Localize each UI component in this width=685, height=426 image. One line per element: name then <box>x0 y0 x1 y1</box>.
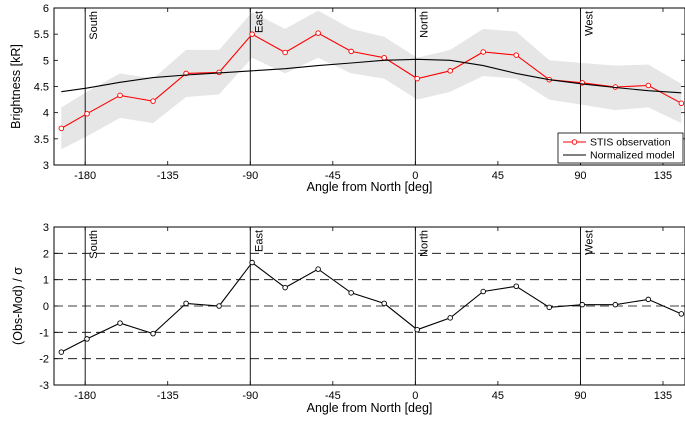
y-tick-label: 2 <box>43 248 49 260</box>
x-tick-label: -45 <box>325 390 341 402</box>
y-tick-label: 6 <box>43 3 49 15</box>
data-point-residual <box>282 284 288 291</box>
y-tick-label: -1 <box>39 327 49 339</box>
plot-area <box>58 8 685 165</box>
data-point-residual <box>513 283 519 290</box>
legend-box <box>557 132 684 164</box>
y-tick-label: 1 <box>43 275 49 287</box>
direction-label-east: East <box>253 230 265 252</box>
data-point-residual <box>117 320 123 326</box>
y-tick-label: 4 <box>43 108 49 120</box>
x-tick-label: -135 <box>157 170 179 182</box>
x-tick-label: 90 <box>574 390 586 402</box>
legend-label: Normalized model <box>590 150 675 162</box>
series-line-residual <box>61 261 682 353</box>
panel-residuals: South East North West -180 -135 -90 -45 0 45 90 135… <box>11 222 685 415</box>
y-tick-label: -3 <box>39 380 49 392</box>
y-tick-label: 5.5 <box>34 29 49 41</box>
data-point-residual <box>381 300 387 307</box>
uncertainty-band <box>61 10 682 150</box>
x-tick-label: -90 <box>242 390 258 402</box>
data-point-residual <box>447 315 453 321</box>
data-point-residual <box>216 303 222 309</box>
x-tick-label: -45 <box>325 170 341 182</box>
x-tick-label: 90 <box>574 170 586 182</box>
series-line-normalized-model <box>61 58 682 94</box>
y-axis-label: (Obs-Mod) / σ <box>11 267 25 345</box>
y-tick-label: 4.5 <box>34 82 49 94</box>
data-point-stis-observation <box>249 31 255 37</box>
direction-label-south: South <box>88 230 100 259</box>
legend-swatch-marker <box>571 139 578 145</box>
x-tick-label: 0 <box>412 170 418 182</box>
data-point-residual <box>315 266 321 272</box>
data-point-stis-observation <box>447 68 453 74</box>
data-point-residual <box>150 330 156 337</box>
x-tick-label: 135 <box>654 390 672 402</box>
x-tick-label: -135 <box>157 390 179 402</box>
data-point-residual <box>183 300 189 307</box>
data-point-stis-observation <box>678 100 685 106</box>
data-point-stis-observation <box>381 54 387 61</box>
direction-label-west: West <box>583 11 595 36</box>
data-point-residual <box>579 301 586 308</box>
data-point-residual <box>58 349 65 355</box>
data-point-residual <box>249 259 255 266</box>
data-point-residual <box>678 311 685 317</box>
data-point-stis-observation <box>480 49 486 55</box>
x-tick-label: 45 <box>492 170 504 182</box>
x-tick-label: 0 <box>412 390 418 402</box>
direction-label-west: West <box>583 230 595 255</box>
data-point-residual <box>348 290 354 296</box>
y-axis-label: Brightness [kR] <box>9 44 23 129</box>
data-point-stis-observation <box>117 92 123 99</box>
data-point-stis-observation <box>414 75 420 82</box>
data-point-stis-observation <box>150 98 156 104</box>
y-tick-label: 3 <box>43 222 49 234</box>
x-tick-label: 135 <box>654 170 672 182</box>
data-point-stis-observation <box>513 52 519 58</box>
x-axis-label: Angle from North [deg] <box>307 401 433 415</box>
data-point-stis-observation <box>84 110 90 117</box>
data-point-residual <box>645 296 652 303</box>
legend-label: STIS observation <box>590 137 671 149</box>
direction-label-north: North <box>418 11 430 38</box>
direction-label-east: East <box>253 11 265 33</box>
data-point-stis-observation <box>282 49 288 56</box>
data-point-stis-observation <box>58 125 65 132</box>
data-point-residual <box>546 304 553 311</box>
direction-label-south: South <box>88 11 100 40</box>
y-tick-label: 5 <box>43 55 49 67</box>
y-tick-label: 3 <box>43 160 49 172</box>
data-point-residual <box>480 288 486 295</box>
series-line-stis-observation <box>61 32 682 129</box>
y-tick-label: -2 <box>39 354 49 366</box>
panel-brightness: South East North West-180 -135 -90 -45 0 45 90 135… <box>9 3 685 194</box>
direction-label-north: North <box>418 230 430 257</box>
data-point-residual <box>414 326 420 333</box>
plot-area <box>54 227 685 385</box>
data-point-residual <box>84 336 90 342</box>
x-tick-label: 45 <box>492 390 504 402</box>
x-tick-label: -90 <box>242 170 258 182</box>
data-point-stis-observation <box>645 82 652 89</box>
y-tick-label: 3.5 <box>34 134 49 146</box>
data-point-stis-observation <box>348 48 354 55</box>
y-tick-label: 0 <box>43 301 49 313</box>
x-axis-label: Angle from North [deg] <box>307 180 433 194</box>
x-tick-label: -180 <box>74 390 96 402</box>
x-tick-label: -180 <box>74 170 96 182</box>
data-point-residual <box>612 301 619 308</box>
data-point-stis-observation <box>315 30 321 36</box>
